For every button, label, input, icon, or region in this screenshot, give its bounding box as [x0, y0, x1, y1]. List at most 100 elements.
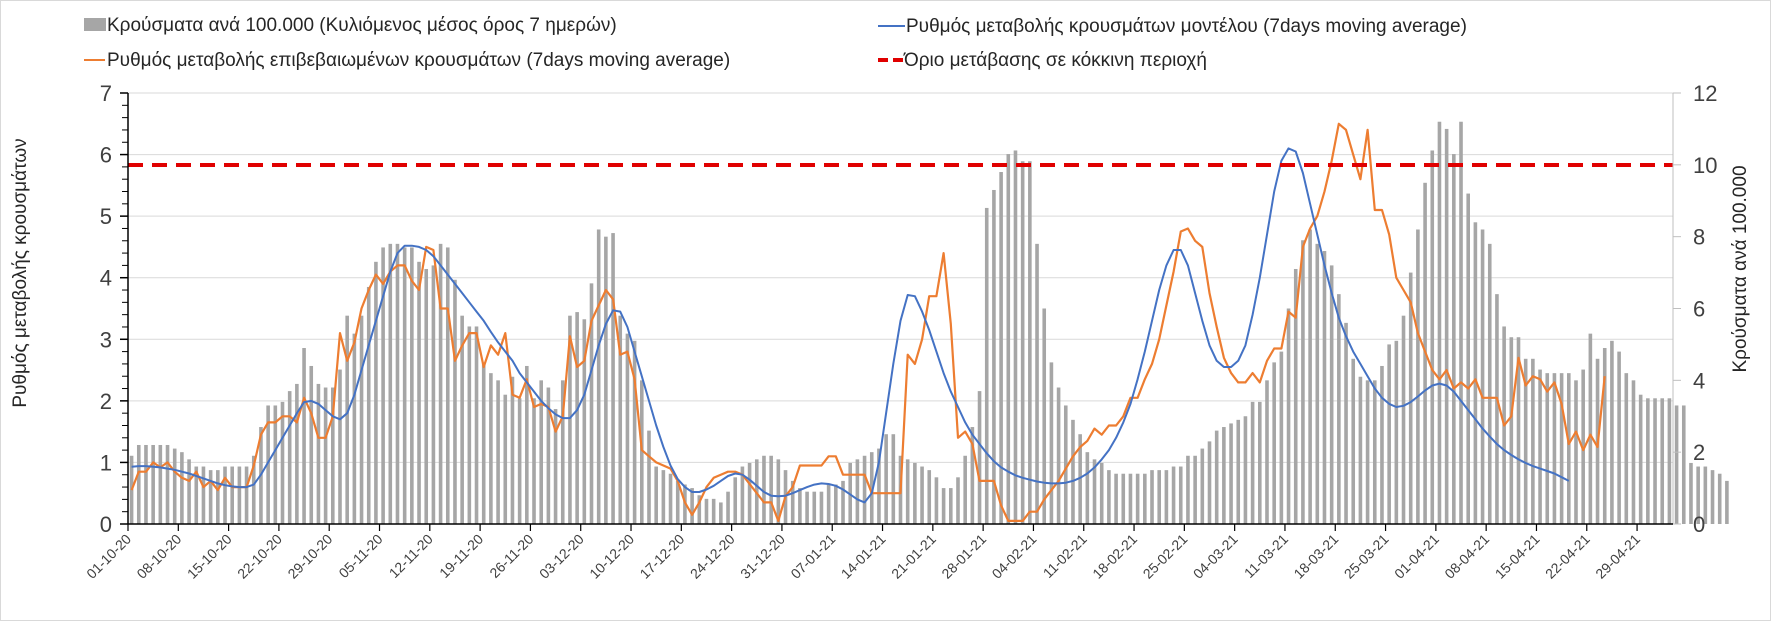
bar	[438, 243, 443, 524]
left-tick-label: 7	[100, 81, 112, 106]
bar	[1380, 365, 1384, 524]
bar	[1178, 466, 1183, 524]
legend-item-confirmed: Ρυθμός μεταβολής επιβεβαιωμένων κρουσμάτ…	[84, 50, 730, 71]
bar	[812, 491, 817, 524]
bar	[877, 448, 881, 524]
bar	[1049, 362, 1054, 524]
bar	[1545, 373, 1550, 524]
bar	[331, 387, 335, 524]
x-tick-label: 14-01-21	[838, 531, 889, 582]
bar	[596, 229, 601, 524]
bar	[1459, 121, 1463, 524]
bar	[668, 473, 673, 524]
right-tick-label: 6	[1693, 297, 1705, 322]
bar	[1588, 333, 1593, 524]
bar	[1229, 423, 1233, 524]
bar	[1674, 405, 1679, 524]
bar	[1329, 265, 1334, 524]
bar	[618, 315, 623, 524]
bar	[517, 398, 522, 524]
bar	[1531, 358, 1535, 524]
bar	[977, 391, 982, 524]
bar	[1523, 358, 1528, 524]
bar	[1006, 154, 1011, 524]
bar-series	[129, 121, 1729, 525]
bar	[1646, 398, 1650, 524]
bar	[1099, 462, 1104, 524]
bar	[1660, 398, 1665, 524]
bar	[769, 455, 773, 524]
bar	[1725, 480, 1729, 524]
bar	[1710, 470, 1715, 524]
bar	[1028, 161, 1032, 524]
bar	[934, 477, 939, 524]
bar	[1150, 470, 1154, 524]
bar	[1035, 243, 1039, 524]
legend-item-threshold: Όριο μετάβασης σε κόκκινη περιοχή	[878, 50, 1207, 71]
bar	[762, 455, 766, 524]
bar	[625, 333, 630, 524]
bar	[510, 376, 515, 524]
left-axis-ticks: 0 1 2 3 4 5 6 7	[100, 81, 128, 537]
bar	[1222, 427, 1226, 524]
bar	[359, 315, 364, 524]
bar	[1408, 272, 1413, 524]
bar	[841, 480, 845, 524]
bar	[539, 380, 543, 524]
bar	[1581, 369, 1585, 524]
bar	[719, 502, 723, 524]
legend-label-threshold: Όριο μετάβασης σε κόκκινη περιοχή	[903, 50, 1207, 71]
x-tick-label: 05-11-20	[335, 531, 385, 581]
bar	[1387, 344, 1391, 524]
x-tick-label: 29-04-21	[1592, 531, 1643, 582]
left-tick-label: 0	[100, 512, 112, 537]
bar	[1567, 373, 1571, 524]
bar	[151, 444, 155, 524]
bar	[675, 480, 680, 524]
left-tick-label: 4	[100, 266, 112, 291]
bar	[819, 491, 824, 524]
x-tick-label: 31-12-20	[737, 531, 788, 582]
x-tick-label: 15-04-21	[1492, 531, 1543, 582]
bar	[1121, 473, 1126, 524]
bar	[223, 466, 227, 524]
bar	[1681, 405, 1686, 524]
x-tick-label: 08-04-21	[1441, 531, 1492, 582]
x-tick-label: 18-02-21	[1089, 531, 1140, 582]
bar	[1473, 222, 1478, 525]
bar	[654, 466, 658, 524]
bar	[180, 452, 184, 524]
bar	[1193, 455, 1197, 524]
bar	[1444, 128, 1449, 524]
bar	[503, 394, 508, 524]
bar	[295, 383, 299, 524]
bar	[309, 365, 314, 524]
x-tick-label: 18-03-21	[1290, 531, 1341, 582]
bar	[1696, 466, 1700, 524]
bar	[632, 340, 637, 524]
bar	[1143, 473, 1147, 524]
bar	[338, 369, 342, 524]
bar	[481, 362, 486, 524]
bar	[136, 444, 141, 524]
x-tick-label: 21-01-21	[888, 531, 939, 582]
bar	[467, 326, 472, 524]
bar	[1495, 294, 1499, 524]
bar	[747, 462, 752, 524]
bar	[1114, 473, 1118, 524]
x-tick-label: 17-12-20	[637, 531, 688, 582]
bar	[273, 405, 278, 524]
bar	[496, 380, 500, 524]
bar	[805, 491, 809, 524]
right-tick-label: 10	[1693, 153, 1717, 178]
bar	[345, 315, 349, 524]
bar	[611, 233, 615, 524]
bar	[604, 236, 608, 524]
bar	[1516, 337, 1521, 524]
left-tick-label: 2	[100, 389, 112, 414]
bar	[237, 466, 242, 524]
bar	[144, 444, 148, 524]
bar	[790, 480, 795, 524]
